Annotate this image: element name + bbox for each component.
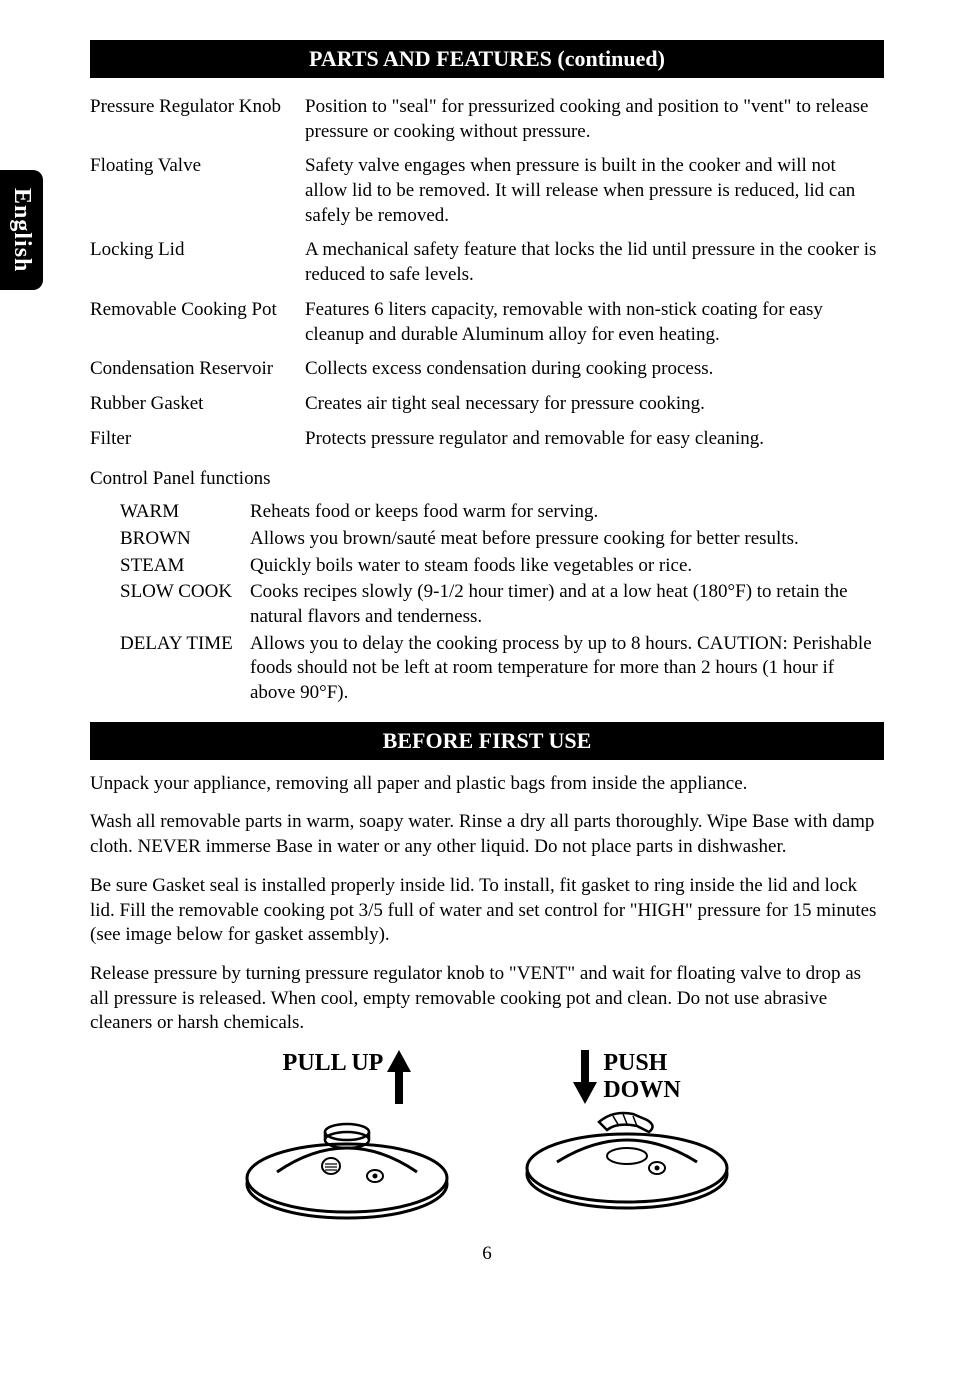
diagram-label-push: PUSH	[603, 1050, 680, 1077]
table-row: Filter Protects pressure regulator and r…	[90, 422, 884, 457]
def-desc: A mechanical safety feature that locks t…	[305, 233, 884, 292]
table-row: Rubber Gasket Creates air tight seal nec…	[90, 387, 884, 422]
def-desc: Safety valve engages when pressure is bu…	[305, 149, 884, 233]
diagram-push-down: PUSH DOWN	[517, 1050, 737, 1229]
func-name: SLOW COOK	[120, 580, 250, 631]
func-name: STEAM	[120, 554, 250, 581]
page-number: 6	[90, 1243, 884, 1265]
lid-diagram-pull-up	[237, 1104, 457, 1224]
def-desc: Collects excess condensation during cook…	[305, 352, 884, 387]
section-bar-before-first-use: BEFORE FIRST USE	[90, 722, 884, 760]
func-desc: Cooks recipes slowly (9-1/2 hour timer) …	[250, 580, 884, 631]
def-term: Locking Lid	[90, 233, 305, 292]
def-term: Filter	[90, 422, 305, 457]
table-row: WARM Reheats food or keeps food warm for…	[120, 500, 884, 527]
def-term: Pressure Regulator Knob	[90, 90, 305, 149]
def-term: Condensation Reservoir	[90, 352, 305, 387]
table-row: Locking Lid A mechanical safety feature …	[90, 233, 884, 292]
func-name: DELAY TIME	[120, 632, 250, 708]
table-row: DELAY TIME Allows you to delay the cooki…	[120, 632, 884, 708]
paragraph: Unpack your appliance, removing all pape…	[90, 772, 884, 797]
func-desc: Reheats food or keeps food warm for serv…	[250, 500, 884, 527]
arrow-up-icon	[387, 1050, 411, 1104]
arrow-down-icon	[573, 1050, 597, 1104]
def-term: Floating Valve	[90, 149, 305, 233]
table-row: SLOW COOK Cooks recipes slowly (9-1/2 ho…	[120, 580, 884, 631]
table-row: STEAM Quickly boils water to steam foods…	[120, 554, 884, 581]
table-row: Pressure Regulator Knob Position to "sea…	[90, 90, 884, 149]
side-tab-language: English	[0, 170, 43, 290]
def-desc: Creates air tight seal necessary for pre…	[305, 387, 884, 422]
def-desc: Position to "seal" for pressurized cooki…	[305, 90, 884, 149]
paragraph: Wash all removable parts in warm, soapy …	[90, 810, 884, 859]
paragraph: Be sure Gasket seal is installed properl…	[90, 874, 884, 948]
paragraph: Release pressure by turning pressure reg…	[90, 962, 884, 1036]
table-row: Removable Cooking Pot Features 6 liters …	[90, 293, 884, 352]
func-desc: Quickly boils water to steam foods like …	[250, 554, 884, 581]
section-bar-parts-features: PARTS AND FEATURES (continued)	[90, 40, 884, 78]
diagram-row: PULL UP PUSH	[90, 1050, 884, 1229]
definitions-table: Pressure Regulator Knob Position to "sea…	[90, 90, 884, 456]
lid-diagram-push-down	[517, 1104, 737, 1214]
def-desc: Protects pressure regulator and removabl…	[305, 422, 884, 457]
func-desc: Allows you to delay the cooking process …	[250, 632, 884, 708]
control-panel-functions-label: Control Panel functions	[90, 468, 884, 490]
func-name: BROWN	[120, 527, 250, 554]
func-desc: Allows you brown/sauté meat before press…	[250, 527, 884, 554]
diagram-label-down: DOWN	[603, 1077, 680, 1104]
def-desc: Features 6 liters capacity, removable wi…	[305, 293, 884, 352]
def-term: Rubber Gasket	[90, 387, 305, 422]
table-row: BROWN Allows you brown/sauté meat before…	[120, 527, 884, 554]
table-row: Floating Valve Safety valve engages when…	[90, 149, 884, 233]
diagram-pull-up: PULL UP	[237, 1050, 457, 1229]
func-name: WARM	[120, 500, 250, 527]
diagram-label-pull-up: PULL UP	[283, 1050, 384, 1077]
table-row: Condensation Reservoir Collects excess c…	[90, 352, 884, 387]
functions-table: WARM Reheats food or keeps food warm for…	[120, 500, 884, 708]
def-term: Removable Cooking Pot	[90, 293, 305, 352]
